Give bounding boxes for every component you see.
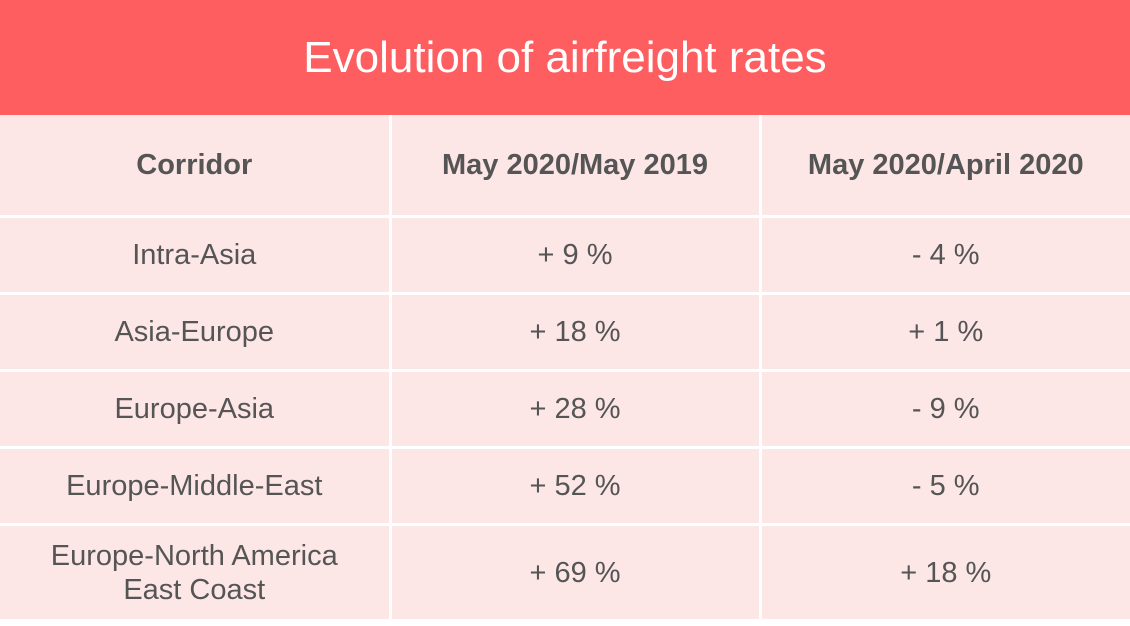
column-header: Corridor [0,115,392,218]
rates-table: Corridor May 2020/May 2019 May 2020/April … [0,115,1130,619]
rate-cell: - 9 % [758,369,1130,449]
table-row: Europe-North America East Coast + 69 % + 1… [0,523,1130,619]
table-body: Intra-Asia + 9 % - 4 % Asia-Europe + 18 % + 1… [0,216,1130,619]
column-header: May 2020/April 2020 [758,115,1130,218]
rate-cell: - 5 % [758,446,1130,526]
corridor-cell: Asia-Europe [0,292,392,372]
rate-cell: + 1 % [758,292,1130,372]
rate-cell: - 4 % [758,216,1130,295]
rate-cell: + 69 % [388,523,762,619]
table-row: Intra-Asia + 9 % - 4 % [0,216,1130,295]
title-bar: Evolution of airfreight rates [0,0,1130,115]
rate-cell: + 52 % [388,446,762,526]
table-row: Europe-Middle-East + 52 % - 5 % [0,446,1130,526]
column-header: May 2020/May 2019 [388,115,762,218]
rate-cell: + 28 % [388,369,762,449]
corridor-cell: Europe-Middle-East [0,446,392,526]
rate-cell: + 18 % [388,292,762,372]
corridor-cell: Europe-North America East Coast [0,523,392,619]
corridor-cell: Europe-Asia [0,369,392,449]
table-row: Europe-Asia + 28 % - 9 % [0,369,1130,449]
table-row: Asia-Europe + 18 % + 1 % [0,292,1130,372]
header-row: Corridor May 2020/May 2019 May 2020/April … [0,115,1130,218]
title: Evolution of airfreight rates [303,32,827,82]
rate-cell: + 18 % [758,523,1130,619]
corridor-cell: Intra-Asia [0,216,392,295]
rate-cell: + 9 % [388,216,762,295]
